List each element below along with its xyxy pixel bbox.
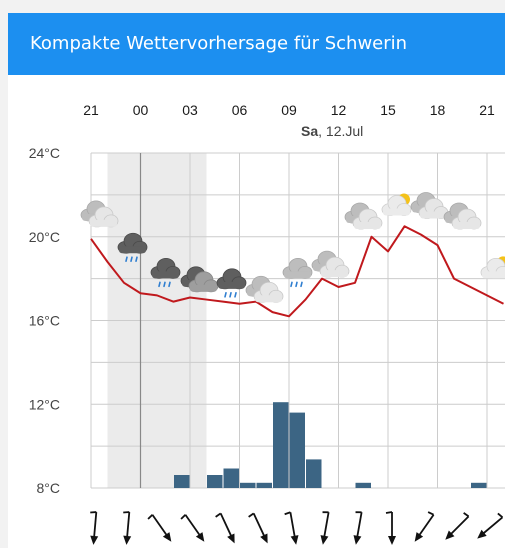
cloudy-icon xyxy=(344,202,383,230)
forecast-header: Kompakte Wettervorhersage für Schwerin xyxy=(8,13,505,75)
y-tick-label: 12°C xyxy=(29,396,60,412)
forecast-chart: 24°C 20°C 16°C 12°C 8°C 21 00 03 06 09 12 15 18 21 S… xyxy=(29,102,505,545)
cloudy-icon xyxy=(443,202,482,230)
temperature-line xyxy=(90,225,504,318)
precipitation-bar xyxy=(240,482,256,488)
wind-arrow-icon xyxy=(215,512,235,544)
hour-label: 03 xyxy=(182,102,198,118)
y-tick-label: 16°C xyxy=(29,313,60,329)
precipitation-bar xyxy=(273,402,289,488)
hour-label: 15 xyxy=(380,102,396,118)
wind-arrow-icon xyxy=(147,514,172,542)
wind-arrow-icon xyxy=(180,514,205,542)
hour-label: 18 xyxy=(430,102,446,118)
wind-arrow-icon xyxy=(385,511,396,545)
wind-arrow-icon xyxy=(284,511,299,545)
cloudy-icon xyxy=(80,200,119,228)
partly-sunny-icon xyxy=(480,256,505,279)
cloudy-icon xyxy=(410,192,449,219)
y-tick-label: 24°C xyxy=(29,145,60,161)
date-day: Sa xyxy=(301,123,318,139)
overcast-dark-icon xyxy=(180,266,219,293)
partly-sunny-icon xyxy=(381,193,412,216)
wind-arrow-icon xyxy=(477,512,504,539)
precipitation-bar xyxy=(174,475,190,488)
hour-label: 00 xyxy=(133,102,149,118)
wind-arrow-icon xyxy=(320,511,330,545)
y-tick-label: 20°C xyxy=(29,229,60,245)
forecast-title: Kompakte Wettervorhersage für Schwerin xyxy=(30,33,408,54)
precipitation-bar xyxy=(355,482,371,488)
forecast-card: Kompakte Wettervorhersage für Schwerin 2… xyxy=(8,13,505,548)
cloudy-icon xyxy=(311,250,350,278)
date-label: Sa, 12.Jul xyxy=(301,123,363,139)
rain-cloud-dark-icon xyxy=(117,232,148,263)
hour-label: 21 xyxy=(83,102,99,118)
rain-cloud-light-icon xyxy=(282,257,313,288)
precipitation-bar xyxy=(306,459,322,488)
cloudy-icon xyxy=(245,275,284,303)
hour-label: 06 xyxy=(232,102,248,118)
hour-label: 21 xyxy=(479,102,495,118)
precipitation-bar xyxy=(471,482,487,488)
wind-arrow-icon xyxy=(90,511,99,545)
precipitation-bar xyxy=(289,412,305,488)
wind-arrow-icon xyxy=(123,511,132,545)
wind-arrow-icon xyxy=(414,511,435,542)
date-rest: , 12.Jul xyxy=(318,123,363,139)
hour-label: 09 xyxy=(281,102,297,118)
rain-cloud-dark-icon xyxy=(150,257,181,288)
wind-arrow-icon xyxy=(353,511,363,545)
precipitation-bar xyxy=(223,468,239,488)
y-tick-label: 8°C xyxy=(37,480,61,496)
precipitation-bar xyxy=(256,482,272,488)
hour-label: 12 xyxy=(331,102,347,118)
wind-arrow-icon xyxy=(248,512,268,544)
precipitation-bar xyxy=(207,475,223,488)
rain-cloud-dark-icon xyxy=(216,268,247,298)
wind-arrow-icon xyxy=(445,512,470,540)
